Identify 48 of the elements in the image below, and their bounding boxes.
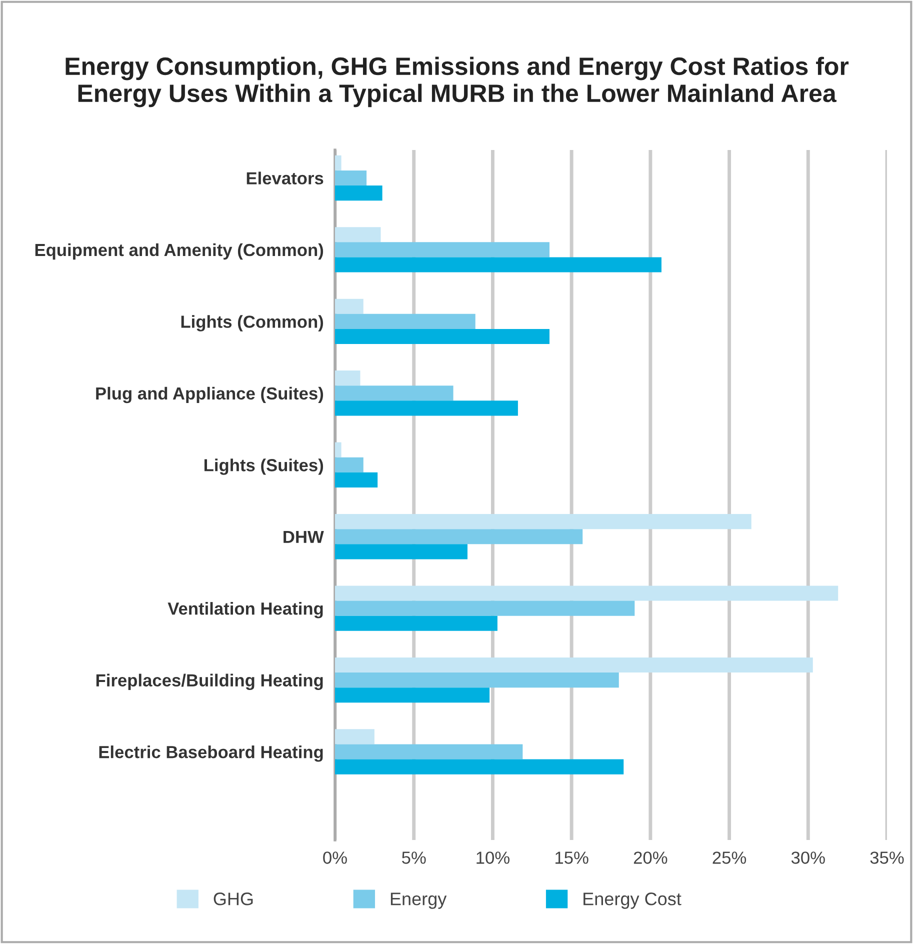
bar	[335, 298, 364, 314]
bar	[335, 328, 550, 344]
bar	[335, 400, 518, 416]
legend-label: Energy	[390, 892, 447, 909]
y-tick-label: Ventilation Heating	[168, 602, 323, 618]
bar	[335, 744, 523, 760]
x-tick-label: 25%	[712, 852, 746, 864]
x-tick-label: 0%	[323, 852, 347, 864]
bar	[335, 586, 838, 601]
bar	[335, 600, 635, 616]
x-tick-label: 20%	[634, 852, 668, 864]
bar	[335, 314, 476, 329]
y-tick-label: DHW	[284, 530, 324, 543]
y-tick-label: Lights (Common)	[181, 315, 324, 332]
bar	[335, 186, 382, 201]
bar	[335, 616, 498, 631]
legend-label: Energy Cost	[584, 892, 682, 909]
y-tick-label: Electric Baseboard Heating	[99, 745, 323, 762]
x-tick-label: 10%	[476, 852, 510, 864]
legend-label: GHG	[214, 892, 253, 906]
x-tick-label: 5%	[402, 852, 426, 864]
y-tick-label: Plug and Appliance (Suites)	[96, 386, 324, 404]
bar	[335, 688, 490, 703]
bar	[335, 170, 367, 186]
bar	[335, 657, 813, 673]
bar	[335, 155, 342, 170]
bar	[335, 442, 342, 458]
bar	[335, 227, 381, 242]
bar	[335, 529, 583, 544]
bar	[335, 544, 468, 560]
bar	[335, 672, 619, 688]
x-tick-label: 15%	[556, 852, 588, 864]
y-tick-label: Equipment and Amenity (Common)	[35, 243, 324, 260]
bar	[335, 472, 378, 488]
bar	[335, 386, 454, 401]
bar	[335, 457, 364, 472]
bar	[335, 729, 374, 744]
bar	[335, 257, 662, 272]
y-tick-label: Elevators	[246, 172, 324, 184]
bar	[335, 514, 752, 530]
x-tick-label: 35%	[870, 852, 904, 864]
y-tick-label: Lights (Suites)	[204, 458, 324, 475]
bar	[335, 759, 624, 774]
bar	[335, 370, 360, 386]
chart-title: Energy Consumption, GHG Emissions and Energy Cost Ratios for Energy Uses Within a Typical MURB in the Lower Mainland Area	[66, 56, 849, 108]
y-tick-label: Fireplaces/Building Heating	[96, 674, 323, 690]
x-tick-label: 30%	[791, 852, 825, 864]
bar	[335, 242, 550, 258]
